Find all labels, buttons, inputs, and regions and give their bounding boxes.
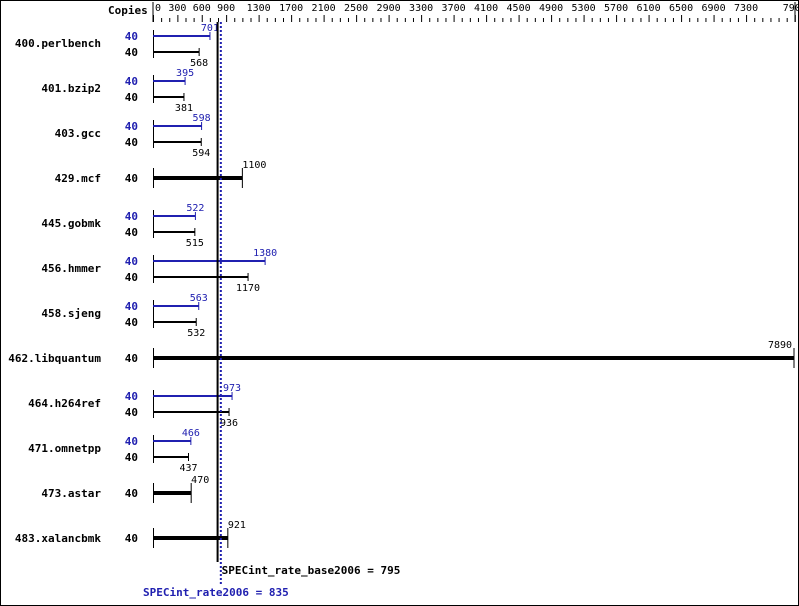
benchmark-label: 429.mcf xyxy=(55,172,101,185)
benchmark-label: 401.bzip2 xyxy=(41,82,101,95)
base-copies: 40 xyxy=(125,352,138,365)
tick-label: 5300 xyxy=(572,3,596,14)
base-copies: 40 xyxy=(125,172,138,185)
benchmark-label: 445.gobmk xyxy=(41,217,101,230)
base-copies: 40 xyxy=(125,46,138,59)
tick-label: 6500 xyxy=(669,3,693,14)
tick-label: 3700 xyxy=(442,3,466,14)
base-copies: 40 xyxy=(125,226,138,239)
base-copies: 40 xyxy=(125,271,138,284)
base-copies: 40 xyxy=(125,316,138,329)
tick-label: 2900 xyxy=(377,3,401,14)
base-value: 1170 xyxy=(236,283,260,294)
tick-label: 3300 xyxy=(409,3,433,14)
peak-copies: 40 xyxy=(125,390,138,403)
base-reference-label: SPECint_rate_base2006 = 795 xyxy=(222,564,401,577)
base-copies: 40 xyxy=(125,91,138,104)
tick-label: 7900 xyxy=(783,3,799,14)
tick-label: 1700 xyxy=(279,3,303,14)
base-copies: 40 xyxy=(125,406,138,419)
peak-value: 1380 xyxy=(253,248,277,259)
base-value: 437 xyxy=(179,463,197,474)
base-copies: 40 xyxy=(125,136,138,149)
benchmark-label: 462.libquantum xyxy=(8,352,101,365)
peak-copies: 40 xyxy=(125,120,138,133)
tick-label: 600 xyxy=(193,3,211,14)
tick-label: 1300 xyxy=(247,3,271,14)
base-value: 532 xyxy=(187,328,205,339)
peak-value: 701 xyxy=(201,23,219,34)
peak-copies: 40 xyxy=(125,435,138,448)
base-value: 936 xyxy=(220,418,238,429)
peak-value: 395 xyxy=(176,68,194,79)
benchmark-label: 400.perlbench xyxy=(15,37,101,50)
peak-value: 598 xyxy=(193,113,211,124)
peak-copies: 40 xyxy=(125,30,138,43)
benchmark-label: 464.h264ref xyxy=(28,397,101,410)
benchmark-label: 473.astar xyxy=(41,487,101,500)
base-copies: 40 xyxy=(125,532,138,545)
tick-label: 2100 xyxy=(312,3,336,14)
base-value: 7890 xyxy=(768,340,792,351)
peak-copies: 40 xyxy=(125,210,138,223)
tick-label: 6100 xyxy=(637,3,661,14)
tick-label: 2500 xyxy=(344,3,368,14)
base-value: 921 xyxy=(228,520,246,531)
base-value: 470 xyxy=(191,475,209,486)
base-value: 1100 xyxy=(242,160,266,171)
base-copies: 40 xyxy=(125,487,138,500)
base-value: 594 xyxy=(192,148,210,159)
peak-copies: 40 xyxy=(125,75,138,88)
base-value: 568 xyxy=(190,58,208,69)
peak-value: 563 xyxy=(190,293,208,304)
peak-value: 522 xyxy=(186,203,204,214)
benchmark-label: 483.xalancbmk xyxy=(15,532,101,545)
tick-label: 0 xyxy=(155,3,161,14)
base-copies: 40 xyxy=(125,451,138,464)
peak-copies: 40 xyxy=(125,300,138,313)
tick-label: 4900 xyxy=(539,3,563,14)
peak-reference-label: SPECint_rate2006 = 835 xyxy=(143,586,289,599)
tick-label: 4100 xyxy=(474,3,498,14)
copies-header: Copies xyxy=(108,4,148,17)
tick-label: 6900 xyxy=(702,3,726,14)
peak-copies: 40 xyxy=(125,255,138,268)
benchmark-label: 403.gcc xyxy=(55,127,101,140)
benchmark-label: 456.hmmer xyxy=(41,262,101,275)
tick-label: 7300 xyxy=(734,3,758,14)
benchmark-label: 458.sjeng xyxy=(41,307,101,320)
benchmark-label: 471.omnetpp xyxy=(28,442,101,455)
tick-label: 5700 xyxy=(604,3,628,14)
tick-label: 4500 xyxy=(507,3,531,14)
base-value: 381 xyxy=(175,103,193,114)
tick-label: 300 xyxy=(168,3,186,14)
tick-label: 900 xyxy=(217,3,235,14)
peak-value: 973 xyxy=(223,383,241,394)
base-value: 515 xyxy=(186,238,204,249)
peak-value: 466 xyxy=(182,428,200,439)
